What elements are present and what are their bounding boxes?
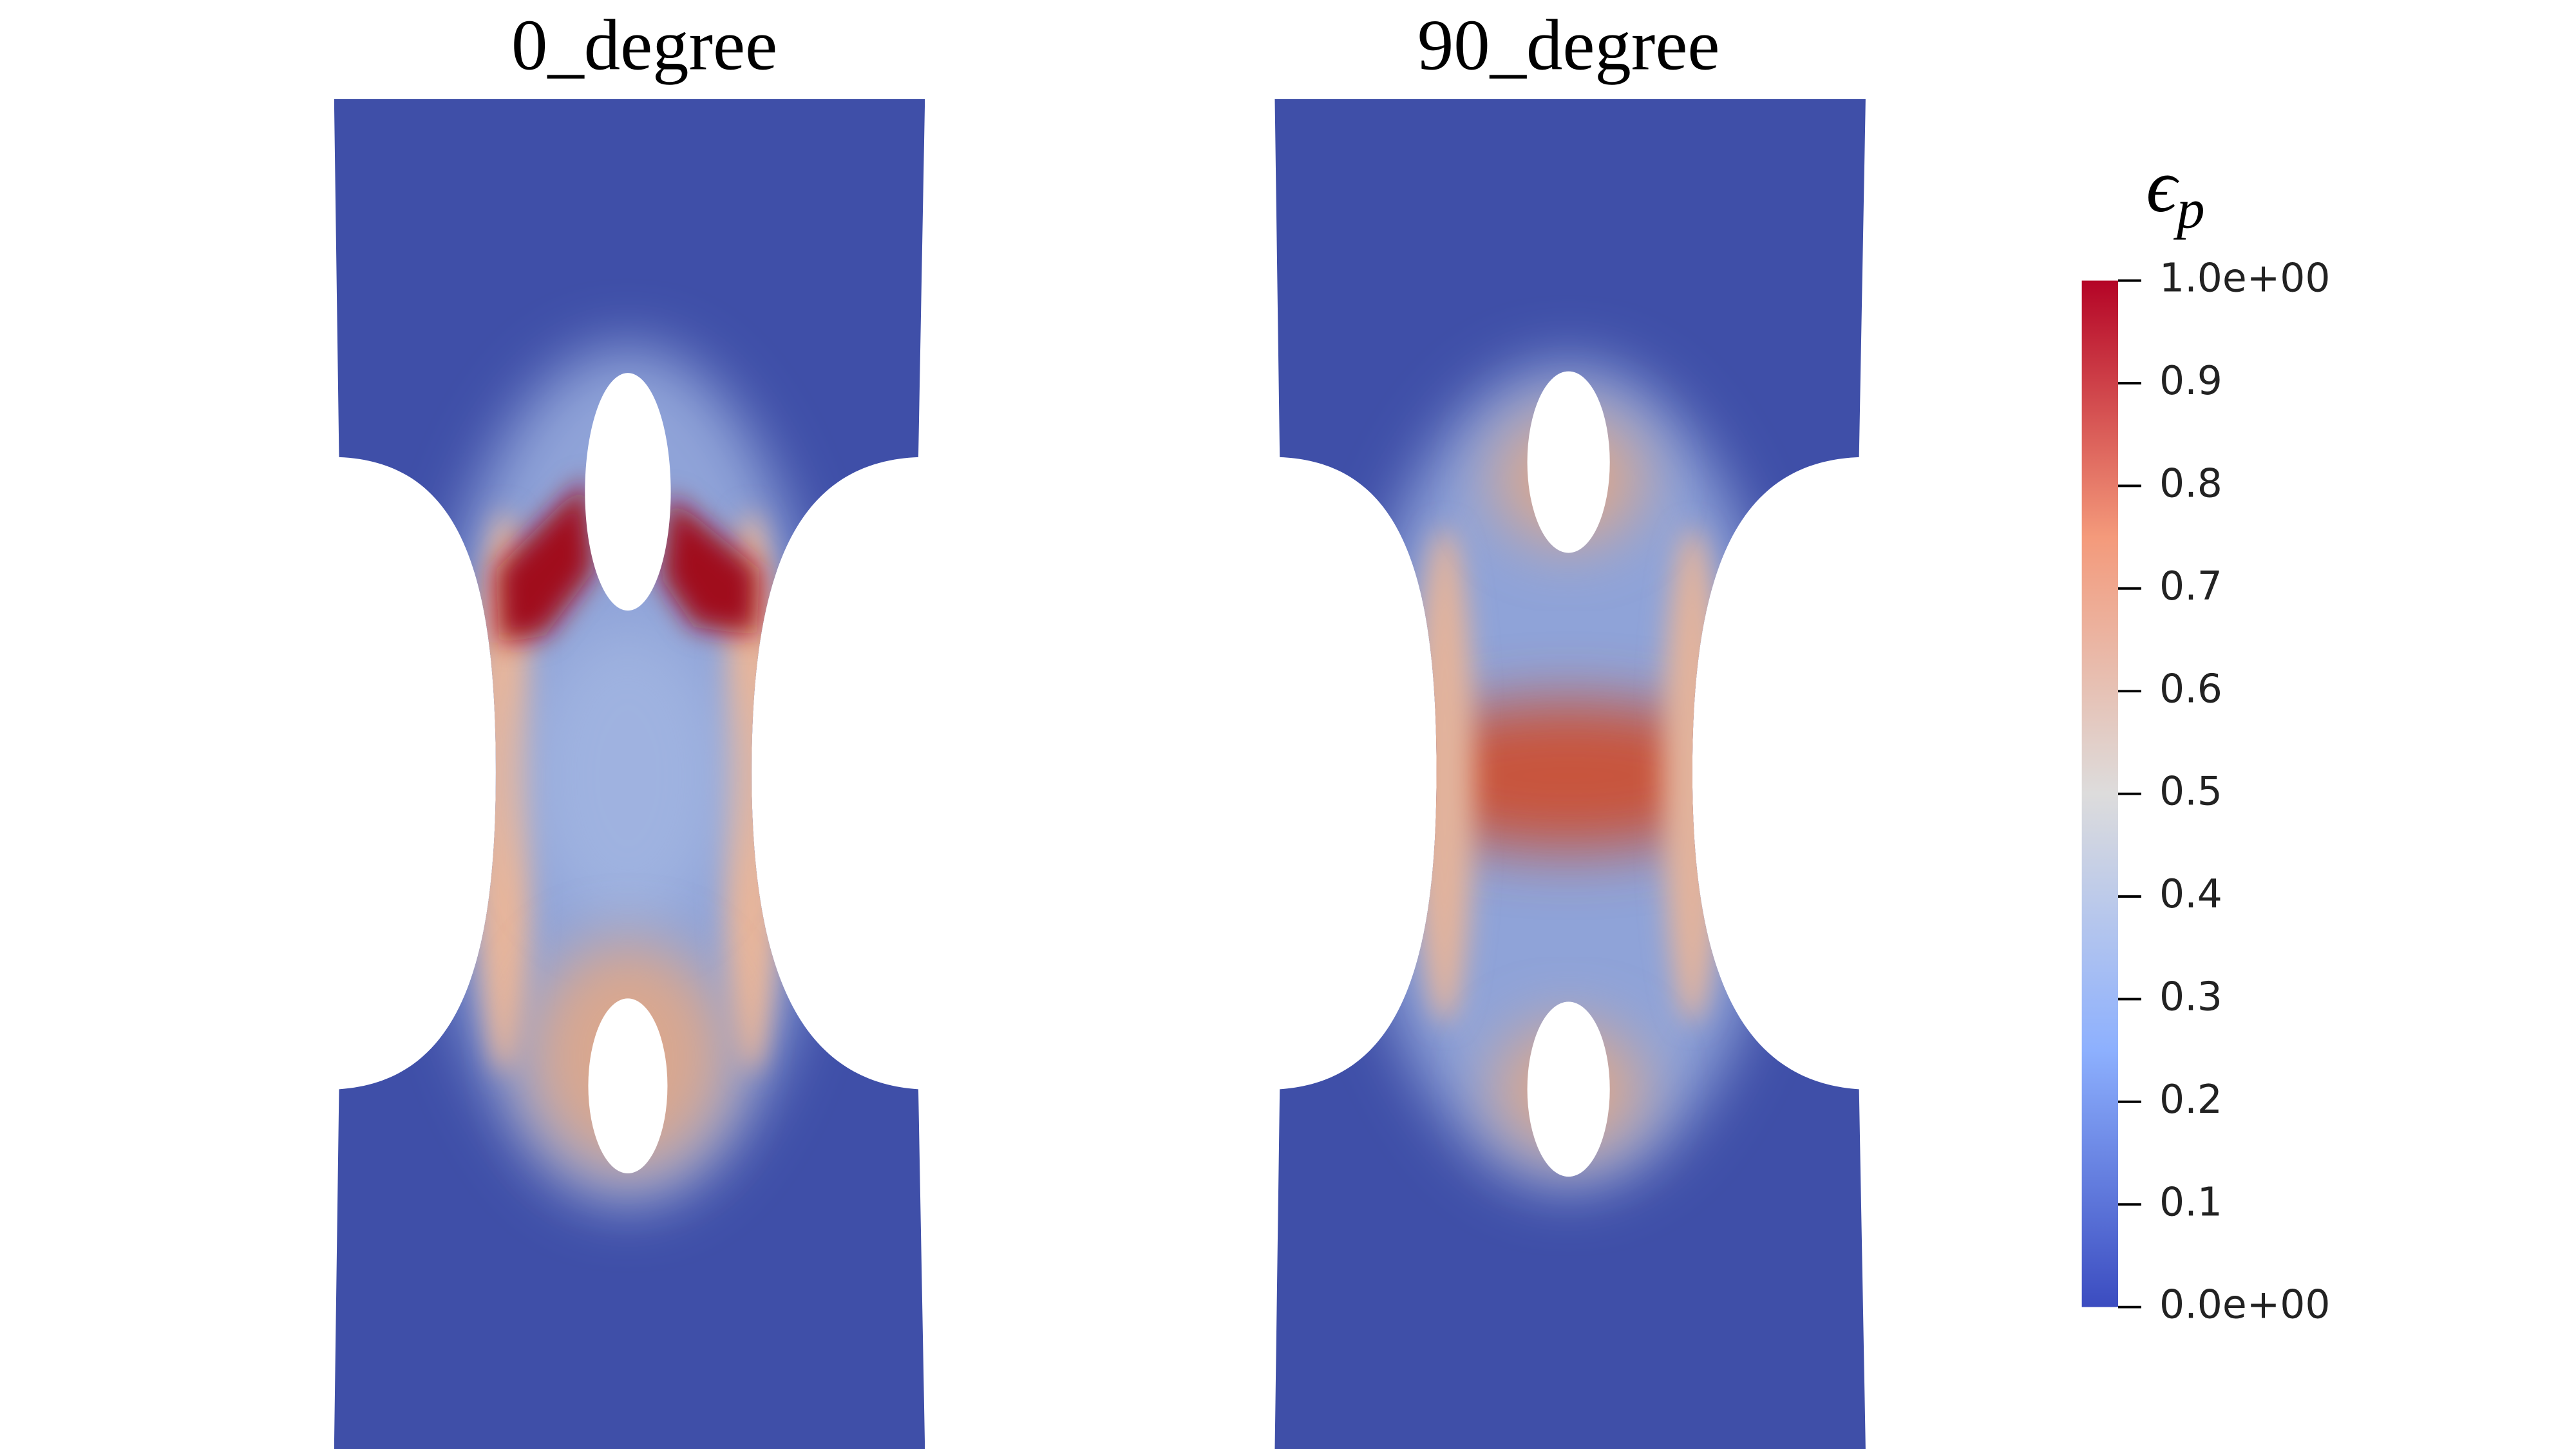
hole <box>585 373 671 611</box>
subscript: p <box>2173 178 2205 240</box>
tick-label: 0.6 <box>2159 665 2222 712</box>
colorbar-title: ϵp <box>2146 144 2205 240</box>
tick-label: 0.4 <box>2159 871 2222 917</box>
tick-label: 0.3 <box>2159 974 2222 1020</box>
specimen-0 <box>334 99 925 1449</box>
panel-title: 90_degree <box>1417 6 1720 86</box>
colorbar-ticks: 0.0e+00 0.1 0.2 0.3 0.4 0.5 0.6 0.7 0.8 0.9 1.0e+0… <box>2118 255 2331 1328</box>
tick-label: 0.8 <box>2159 460 2222 507</box>
tick-label: 0.9 <box>2159 357 2222 404</box>
tick-label: 0.2 <box>2159 1076 2222 1122</box>
tick-label: 0.5 <box>2159 768 2222 815</box>
panel-title: 0_degree <box>511 6 777 86</box>
colorbar <box>2081 280 2119 1307</box>
tick-label: 0.7 <box>2159 563 2222 609</box>
hole <box>1527 371 1610 553</box>
symbol: ϵ <box>2146 144 2180 228</box>
tick-label: 0.1 <box>2159 1179 2222 1225</box>
tick-label: 0.0e+00 <box>2159 1282 2330 1328</box>
specimen-90 <box>1274 99 1866 1449</box>
hole <box>1527 1001 1610 1177</box>
tick-label: 1.0e+00 <box>2159 255 2330 301</box>
hole <box>588 998 668 1174</box>
